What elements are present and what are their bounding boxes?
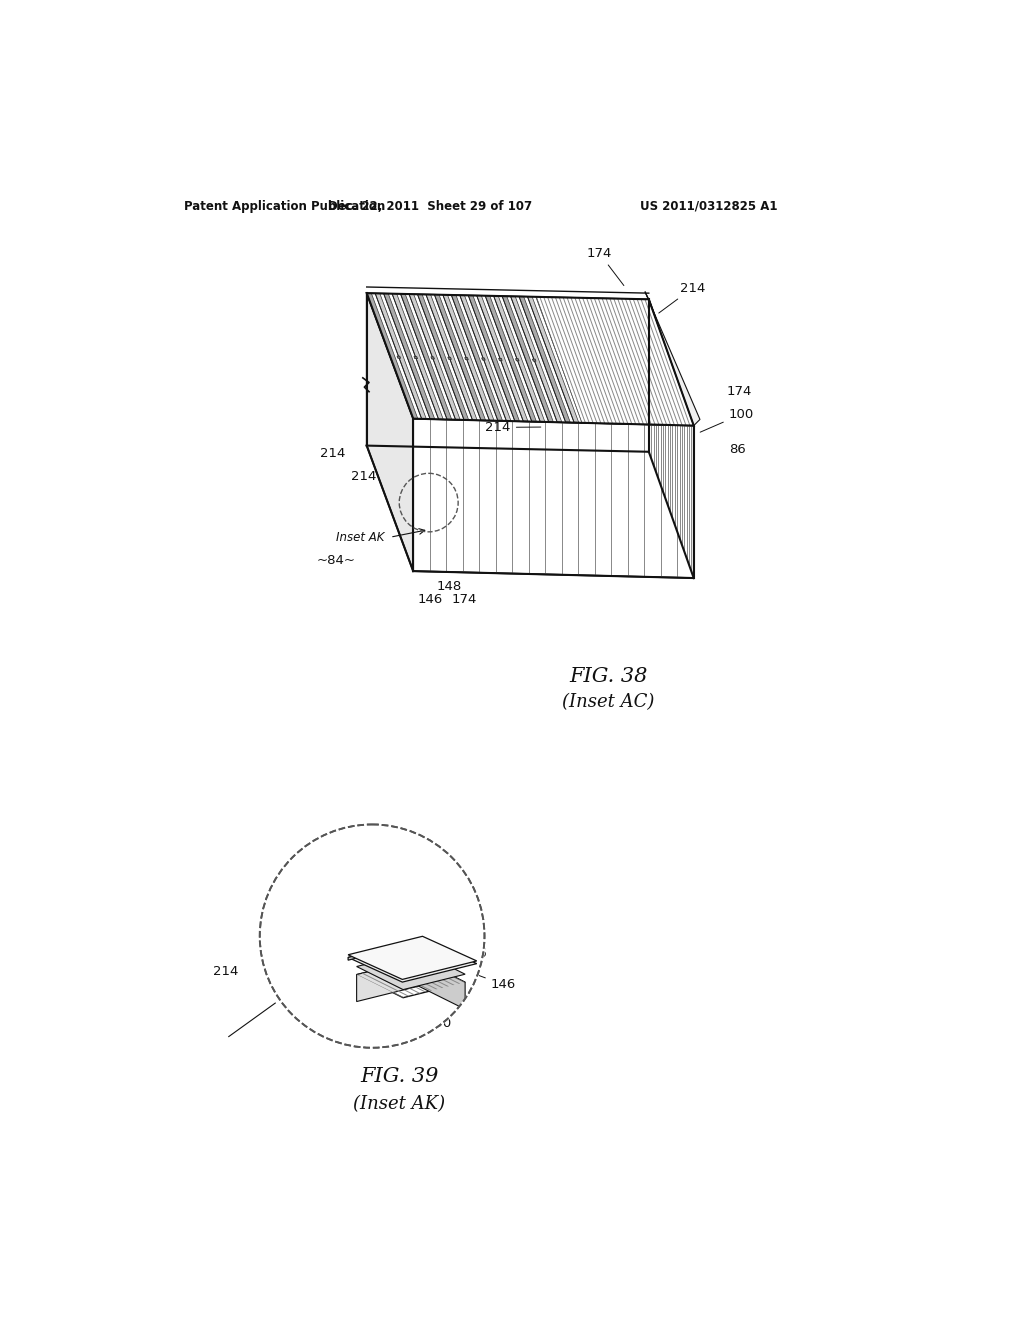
Text: FIG. 39: FIG. 39 (360, 1068, 438, 1086)
Polygon shape (400, 294, 452, 420)
Text: Dec. 22, 2011  Sheet 29 of 107: Dec. 22, 2011 Sheet 29 of 107 (328, 199, 532, 213)
Polygon shape (375, 293, 426, 418)
Polygon shape (468, 296, 519, 421)
Text: 214: 214 (351, 470, 377, 483)
Polygon shape (400, 948, 407, 956)
Text: 100: 100 (700, 408, 754, 432)
Polygon shape (519, 297, 570, 422)
Text: 146: 146 (474, 974, 516, 991)
Text: 160: 160 (638, 375, 664, 387)
Polygon shape (465, 358, 468, 360)
PathPatch shape (649, 300, 693, 578)
Text: 86: 86 (451, 946, 486, 960)
Polygon shape (481, 358, 485, 360)
Polygon shape (348, 939, 423, 960)
Polygon shape (392, 294, 443, 420)
PathPatch shape (536, 297, 693, 425)
Text: 214: 214 (213, 965, 239, 978)
Text: ~84~: ~84~ (316, 554, 355, 568)
Polygon shape (419, 960, 465, 1010)
Polygon shape (499, 358, 502, 360)
Text: Inset AK: Inset AK (336, 531, 384, 544)
Text: 148: 148 (425, 902, 467, 937)
Polygon shape (414, 356, 418, 359)
Polygon shape (645, 292, 700, 425)
Polygon shape (485, 296, 537, 421)
Polygon shape (442, 294, 494, 421)
Circle shape (260, 825, 483, 1047)
Polygon shape (511, 296, 562, 422)
Text: 174: 174 (587, 247, 624, 285)
Text: 148: 148 (436, 581, 462, 594)
PathPatch shape (367, 293, 582, 422)
Polygon shape (532, 359, 536, 362)
Text: 214: 214 (451, 376, 503, 408)
Polygon shape (381, 952, 388, 961)
Text: 214: 214 (485, 421, 541, 434)
Polygon shape (367, 293, 414, 572)
Text: 100: 100 (426, 1006, 452, 1030)
Polygon shape (348, 939, 477, 982)
Polygon shape (477, 296, 528, 421)
Polygon shape (434, 294, 485, 420)
Polygon shape (367, 293, 418, 418)
Text: 174: 174 (452, 594, 477, 606)
Polygon shape (414, 418, 693, 578)
Polygon shape (502, 296, 553, 421)
Circle shape (258, 822, 486, 1049)
Polygon shape (447, 358, 452, 359)
Text: 174: 174 (374, 884, 414, 946)
Text: 146: 146 (417, 594, 442, 606)
Polygon shape (409, 294, 460, 420)
Polygon shape (362, 957, 369, 965)
Polygon shape (527, 297, 579, 422)
Text: US 2011/0312825 A1: US 2011/0312825 A1 (640, 199, 777, 213)
Polygon shape (460, 296, 511, 421)
Polygon shape (397, 356, 400, 358)
Polygon shape (431, 356, 434, 359)
Polygon shape (494, 296, 545, 421)
Polygon shape (426, 294, 477, 420)
Polygon shape (356, 960, 465, 998)
Polygon shape (372, 954, 378, 962)
Polygon shape (418, 294, 469, 420)
Polygon shape (452, 294, 503, 421)
Text: Patent Application Publication: Patent Application Publication (183, 199, 385, 213)
Polygon shape (348, 936, 477, 979)
Text: (Inset AC): (Inset AC) (562, 693, 654, 710)
Text: 214: 214 (658, 281, 706, 313)
Polygon shape (391, 950, 397, 958)
Polygon shape (356, 952, 465, 990)
Text: 214: 214 (321, 447, 345, 461)
Polygon shape (367, 293, 582, 422)
Polygon shape (356, 960, 419, 1002)
Text: (Inset AK): (Inset AK) (353, 1096, 445, 1113)
Text: 86: 86 (729, 442, 745, 455)
Text: 174: 174 (726, 385, 752, 397)
Polygon shape (536, 297, 693, 425)
Polygon shape (515, 359, 519, 360)
Polygon shape (384, 293, 435, 420)
Text: FIG. 38: FIG. 38 (569, 667, 648, 686)
Polygon shape (649, 300, 693, 578)
